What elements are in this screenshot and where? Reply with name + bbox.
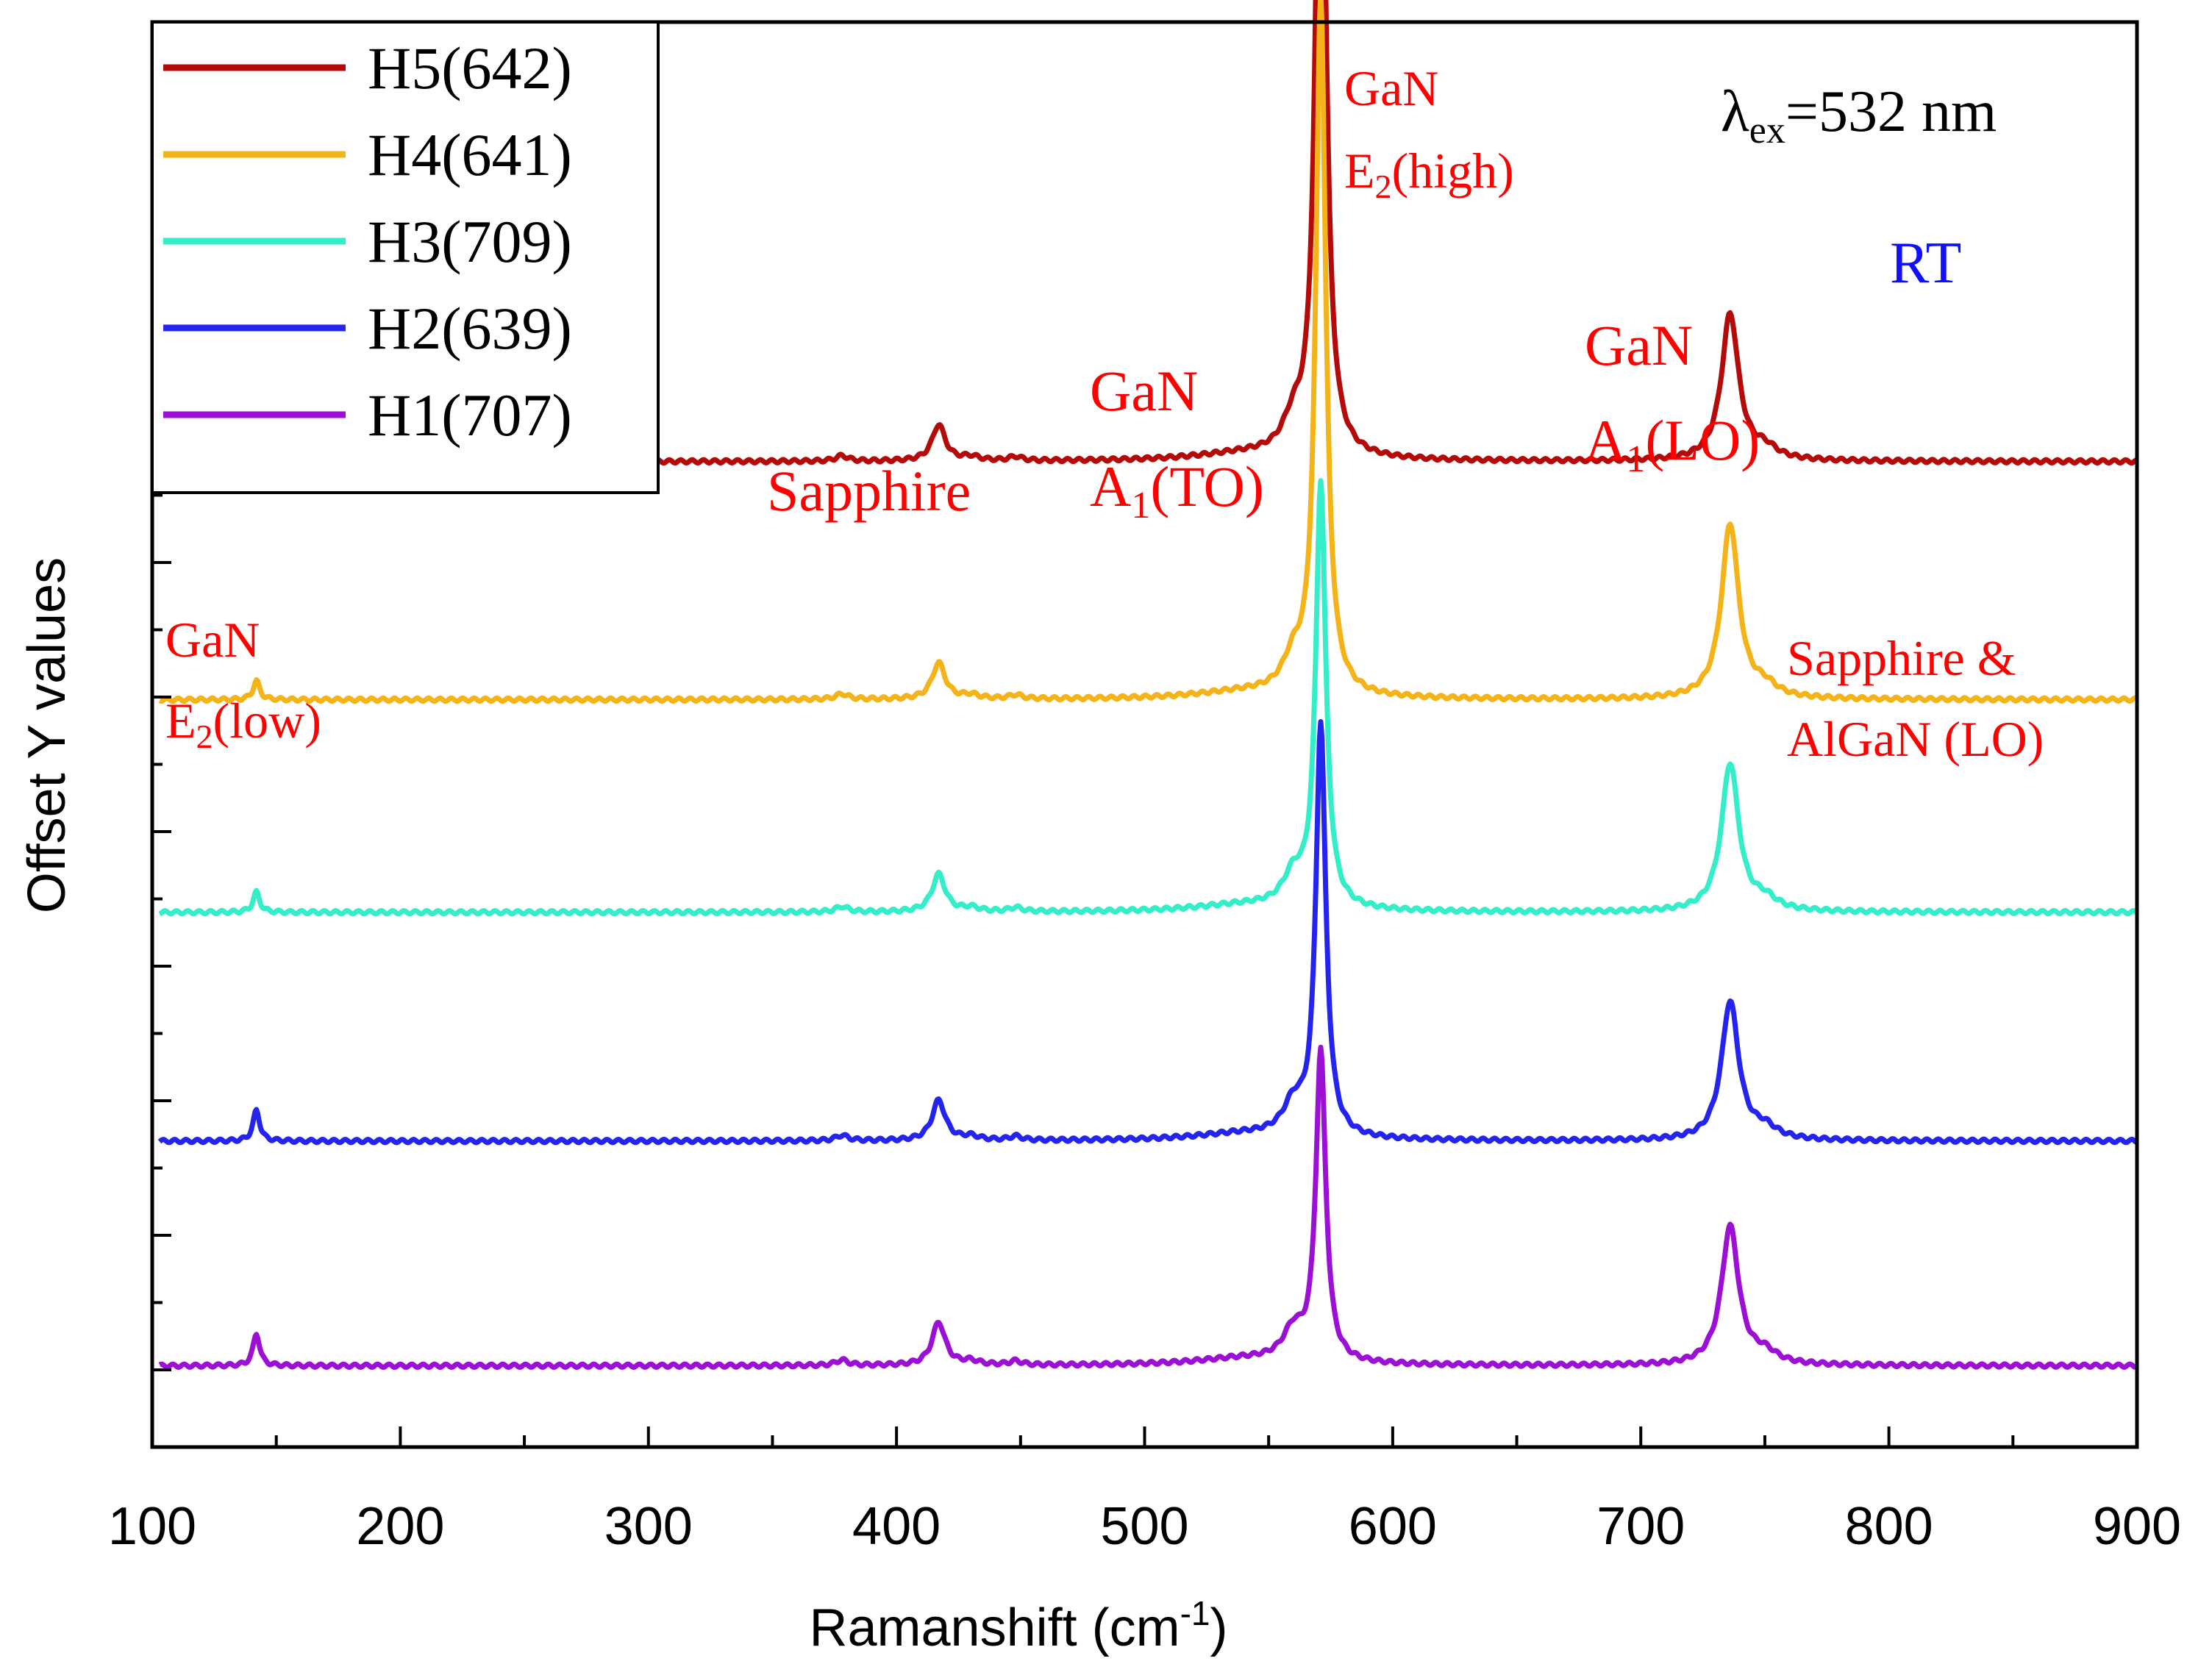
a1-to-annotation-line2: A1(TO) bbox=[1090, 454, 1264, 526]
e2-low-annotation-line1: GaN bbox=[165, 612, 260, 668]
x-tick-label: 100 bbox=[108, 1497, 196, 1556]
legend-label: H4(641) bbox=[368, 121, 572, 188]
x-tick-label: 900 bbox=[2093, 1497, 2181, 1556]
x-axis-ticks: 100 200 300 400 500 600 700 800 900 bbox=[108, 1426, 2181, 1556]
legend-label: H1(707) bbox=[368, 382, 572, 449]
e2-high-annotation-line1: GaN bbox=[1344, 60, 1438, 116]
legend-label: H5(642) bbox=[368, 35, 572, 101]
x-tick-label: 400 bbox=[852, 1497, 941, 1556]
legend: H5(642) H4(641) H3(709) H2(639) H1(707) bbox=[151, 21, 660, 494]
rt-annotation: RT bbox=[1890, 231, 1961, 296]
e2-high-annotation-line2: E2(high) bbox=[1344, 143, 1514, 205]
a1-lo-annotation-line2: A1(LO) bbox=[1585, 408, 1760, 480]
series-line-h1-707 bbox=[158, 1044, 2138, 1371]
x-tick-label: 200 bbox=[356, 1497, 444, 1556]
x-tick-label: 800 bbox=[1845, 1497, 1933, 1556]
series-line-h2-639 bbox=[157, 719, 2138, 1146]
sapphire-annotation: Sapphire bbox=[767, 459, 971, 523]
x-tick-label: 300 bbox=[604, 1497, 693, 1556]
legend-label: H2(639) bbox=[368, 295, 572, 362]
y-axis-label: Offset Y values bbox=[18, 557, 76, 913]
legend-label: H3(709) bbox=[368, 208, 572, 275]
series-layer bbox=[157, 0, 2139, 1371]
a1-lo-annotation-line1: GaN bbox=[1585, 313, 1693, 377]
x-axis-label: Ramanshift (cm-1) bbox=[810, 1594, 1228, 1657]
excitation-annotation: λex=532 nm bbox=[1721, 79, 1997, 151]
e2-low-annotation-line2: E2(low) bbox=[165, 693, 321, 755]
x-tick-label: 700 bbox=[1596, 1497, 1685, 1556]
sapphire-algan-annotation-line1: Sapphire & bbox=[1787, 630, 2016, 686]
x-tick-label: 600 bbox=[1349, 1497, 1437, 1556]
series-line-h3-709 bbox=[158, 478, 2139, 917]
series-line-h4-641 bbox=[158, 0, 2138, 704]
a1-to-annotation-line1: GaN bbox=[1090, 359, 1198, 423]
sapphire-algan-annotation-line2: AlGaN (LO) bbox=[1787, 711, 2044, 767]
x-tick-label: 500 bbox=[1100, 1497, 1188, 1556]
